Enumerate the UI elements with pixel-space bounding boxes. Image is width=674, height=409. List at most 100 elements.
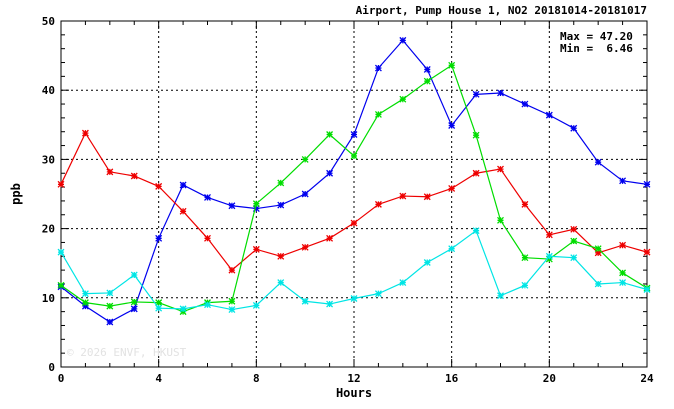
data-point [643, 248, 651, 256]
data-point [423, 65, 431, 73]
data-point [594, 158, 602, 166]
data-point [521, 200, 529, 208]
data-point [301, 155, 309, 163]
data-point [252, 205, 260, 212]
data-point [570, 124, 578, 132]
axis-ticks: 0 4 8 12 16 20 24 0 10 20 30 40 50 [42, 15, 654, 385]
data-point [277, 252, 285, 260]
data-point [130, 305, 138, 313]
data-point [81, 299, 89, 307]
data-point [619, 177, 627, 185]
data-point [301, 243, 309, 251]
data-point [228, 202, 236, 210]
data-point [497, 216, 504, 224]
data-point [423, 259, 431, 266]
series-1 [57, 36, 651, 326]
data-point [448, 61, 456, 69]
data-point [106, 168, 114, 176]
data-point [155, 304, 163, 312]
data-point [594, 245, 602, 253]
y-tick-label: 20 [42, 223, 55, 236]
data-point [545, 111, 553, 119]
data-point [570, 225, 578, 233]
x-tick-label: 16 [445, 372, 459, 385]
data-point [57, 248, 65, 256]
data-point [277, 179, 285, 187]
data-point [497, 165, 504, 173]
data-point [350, 152, 358, 160]
data-point [277, 201, 285, 209]
data-point [130, 172, 138, 180]
data-point [350, 219, 358, 227]
data-point [643, 286, 651, 293]
data-point [643, 180, 651, 188]
x-tick-label: 0 [58, 372, 65, 385]
data-point [399, 95, 407, 103]
data-point [106, 302, 114, 310]
data-point [521, 100, 529, 108]
data-point [155, 299, 163, 307]
chart-title: Airport, Pump House 1, NO2 20181014-2018… [356, 4, 647, 17]
data-point [57, 180, 65, 188]
data-point [81, 129, 89, 137]
data-point [301, 297, 309, 305]
data-point [619, 279, 627, 287]
data-point [472, 131, 480, 139]
data-point [228, 297, 236, 305]
data-point [472, 227, 480, 235]
data-point [374, 64, 382, 72]
x-tick-label: 12 [347, 372, 360, 385]
data-point [594, 280, 602, 288]
data-point [204, 194, 211, 201]
data-point [179, 207, 187, 215]
data-point [350, 295, 358, 302]
data-point [497, 89, 504, 97]
series-2 [57, 129, 651, 274]
watermark: © 2026 ENVF, HKUST [67, 346, 187, 359]
data-point [399, 279, 407, 287]
data-point [374, 290, 382, 298]
data-point [545, 252, 553, 260]
data-point [570, 237, 578, 245]
y-tick-label: 0 [48, 361, 55, 374]
max-label: Max = 47.20 [560, 30, 633, 43]
data-point [326, 131, 334, 138]
data-point [57, 281, 65, 289]
data-point [350, 131, 358, 138]
data-point [179, 181, 187, 189]
data-point [106, 318, 114, 326]
data-point [179, 305, 187, 313]
data-point [155, 182, 163, 190]
data-point [594, 249, 602, 257]
series-4 [57, 227, 651, 314]
grid-lines [61, 21, 647, 367]
x-tick-label: 4 [155, 372, 162, 385]
data-point [252, 245, 260, 253]
data-point [399, 36, 407, 44]
data-point [374, 200, 382, 208]
y-tick-label: 30 [42, 153, 55, 166]
data-point [204, 301, 211, 309]
data-point [277, 279, 285, 287]
x-axis-label: Hours [336, 386, 372, 400]
data-point [81, 302, 89, 310]
data-point [570, 254, 578, 262]
data-point [399, 192, 407, 200]
y-axis-label: ppb [9, 183, 23, 205]
data-point [81, 290, 89, 298]
data-point [521, 281, 529, 289]
data-point [448, 245, 456, 253]
data-point [472, 169, 480, 177]
data-point [106, 289, 114, 297]
data-point [228, 306, 236, 314]
data-point [423, 77, 431, 85]
data-point [521, 254, 529, 262]
data-point [130, 271, 138, 279]
data-point [619, 241, 627, 249]
y-tick-label: 50 [42, 15, 55, 28]
data-point [423, 193, 431, 201]
data-point [472, 90, 480, 98]
data-point [301, 190, 309, 198]
data-point [545, 231, 553, 239]
